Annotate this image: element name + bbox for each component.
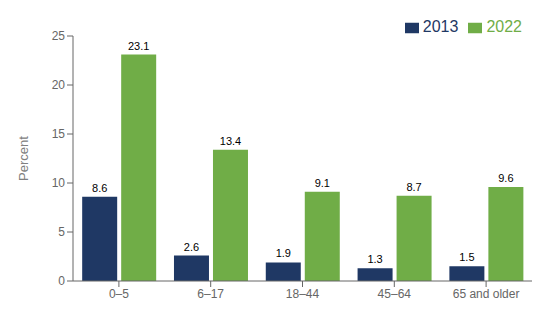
svg-text:13.4: 13.4 [220,135,241,147]
svg-text:23.1: 23.1 [128,40,149,52]
svg-text:1.3: 1.3 [367,253,382,265]
svg-text:1.9: 1.9 [276,247,291,259]
html-text:2013: 2013 [422,18,459,35]
svg-text:18–44: 18–44 [286,287,320,301]
svg-text:45–64: 45–64 [378,287,412,301]
svg-text:6–17: 6–17 [197,287,224,301]
svg-text:Percent: Percent [16,136,31,181]
svg-text:1.5: 1.5 [459,251,474,263]
svg-text:8.7: 8.7 [406,181,421,193]
svg-text:9.6: 9.6 [498,172,513,184]
svg-text:65 and older: 65 and older [453,287,520,301]
html-text:2022: 2022 [486,18,522,35]
svg-text:9.1: 9.1 [315,177,330,189]
svg-text:20: 20 [52,78,66,92]
svg-text:0: 0 [58,274,65,288]
svg-text:5: 5 [58,225,65,239]
svg-text:25: 25 [52,29,66,43]
svg-text:15: 15 [52,127,66,141]
svg-text:0–5: 0–5 [109,287,129,301]
svg-text:2.6: 2.6 [184,241,199,253]
svg-text:10: 10 [52,176,66,190]
svg-text:8.6: 8.6 [92,182,107,194]
